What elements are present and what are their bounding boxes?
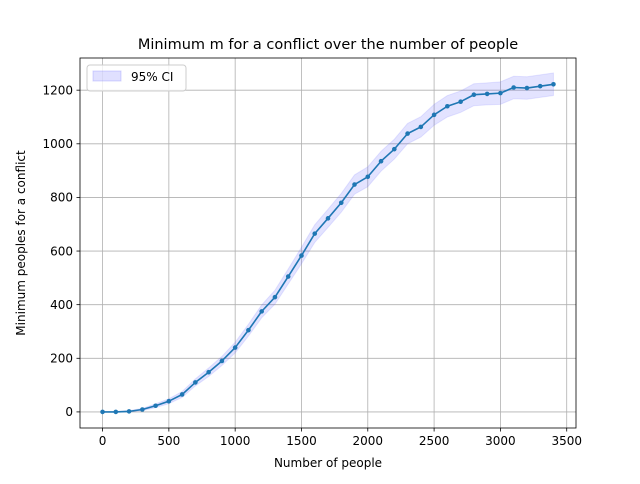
x-tick-label: 0 [99,434,107,448]
series-layer [100,81,556,415]
data-point [272,294,278,300]
data-point [259,309,264,314]
data-point [232,345,238,350]
data-point [498,90,503,96]
y-tick-label: 200 [50,352,73,366]
data-point [206,369,211,375]
legend: 95% CI [86,64,187,92]
data-point [445,103,450,109]
data-point [126,409,132,414]
x-tick-label: 3500 [551,434,582,448]
legend-box [86,64,187,92]
data-point [458,99,463,105]
y-tick-label: 0 [65,405,73,419]
data-point [113,409,119,415]
data-point [418,124,424,130]
plot-frame [79,57,577,429]
y-tick-label: 400 [50,298,73,312]
y-axis-label: Minimum peoples for a conflict [14,150,28,336]
x-tick-label: 1000 [220,434,251,448]
x-tick-label: 2000 [353,434,384,448]
legend-ci-label: 95% CI [131,70,173,84]
data-point [193,380,198,385]
data-point [405,131,410,136]
data-point [166,398,172,404]
data-point [100,409,105,415]
y-tick-label: 1000 [42,137,73,151]
data-point [524,85,530,91]
data-point [551,81,556,87]
legend-ci-swatch [92,70,122,82]
data-point [219,358,225,364]
data-point [312,231,318,236]
data-point [537,83,543,89]
data-point [431,112,437,118]
data-point [338,200,344,206]
data-point [511,85,516,90]
data-point [246,327,251,333]
x-tick-label: 3000 [485,434,516,448]
data-point [392,146,397,152]
data-point [285,274,291,279]
x-axis-label: Number of people [274,456,382,470]
x-tick-label: 500 [157,434,180,448]
grid [80,58,576,428]
y-tick-label: 1200 [42,83,73,97]
data-point [471,92,477,98]
data-point [484,91,490,97]
data-point [325,216,331,221]
x-tick-label: 1500 [286,434,317,448]
data-point [153,403,158,409]
data-point [140,407,145,412]
y-tick-label: 800 [50,191,73,205]
chart-title: Minimum m for a conflict over the number… [138,37,518,53]
data-point [179,392,185,397]
y-tick-label: 600 [50,244,73,258]
ticks: 0 500 1000 1500 2000 2500 3000 3500 0 200 400 600 80… [42,83,582,448]
data-point [378,158,384,164]
data-point [299,253,304,258]
x-tick-label: 2500 [419,434,450,448]
data-point [365,174,371,180]
data-point [352,182,357,187]
